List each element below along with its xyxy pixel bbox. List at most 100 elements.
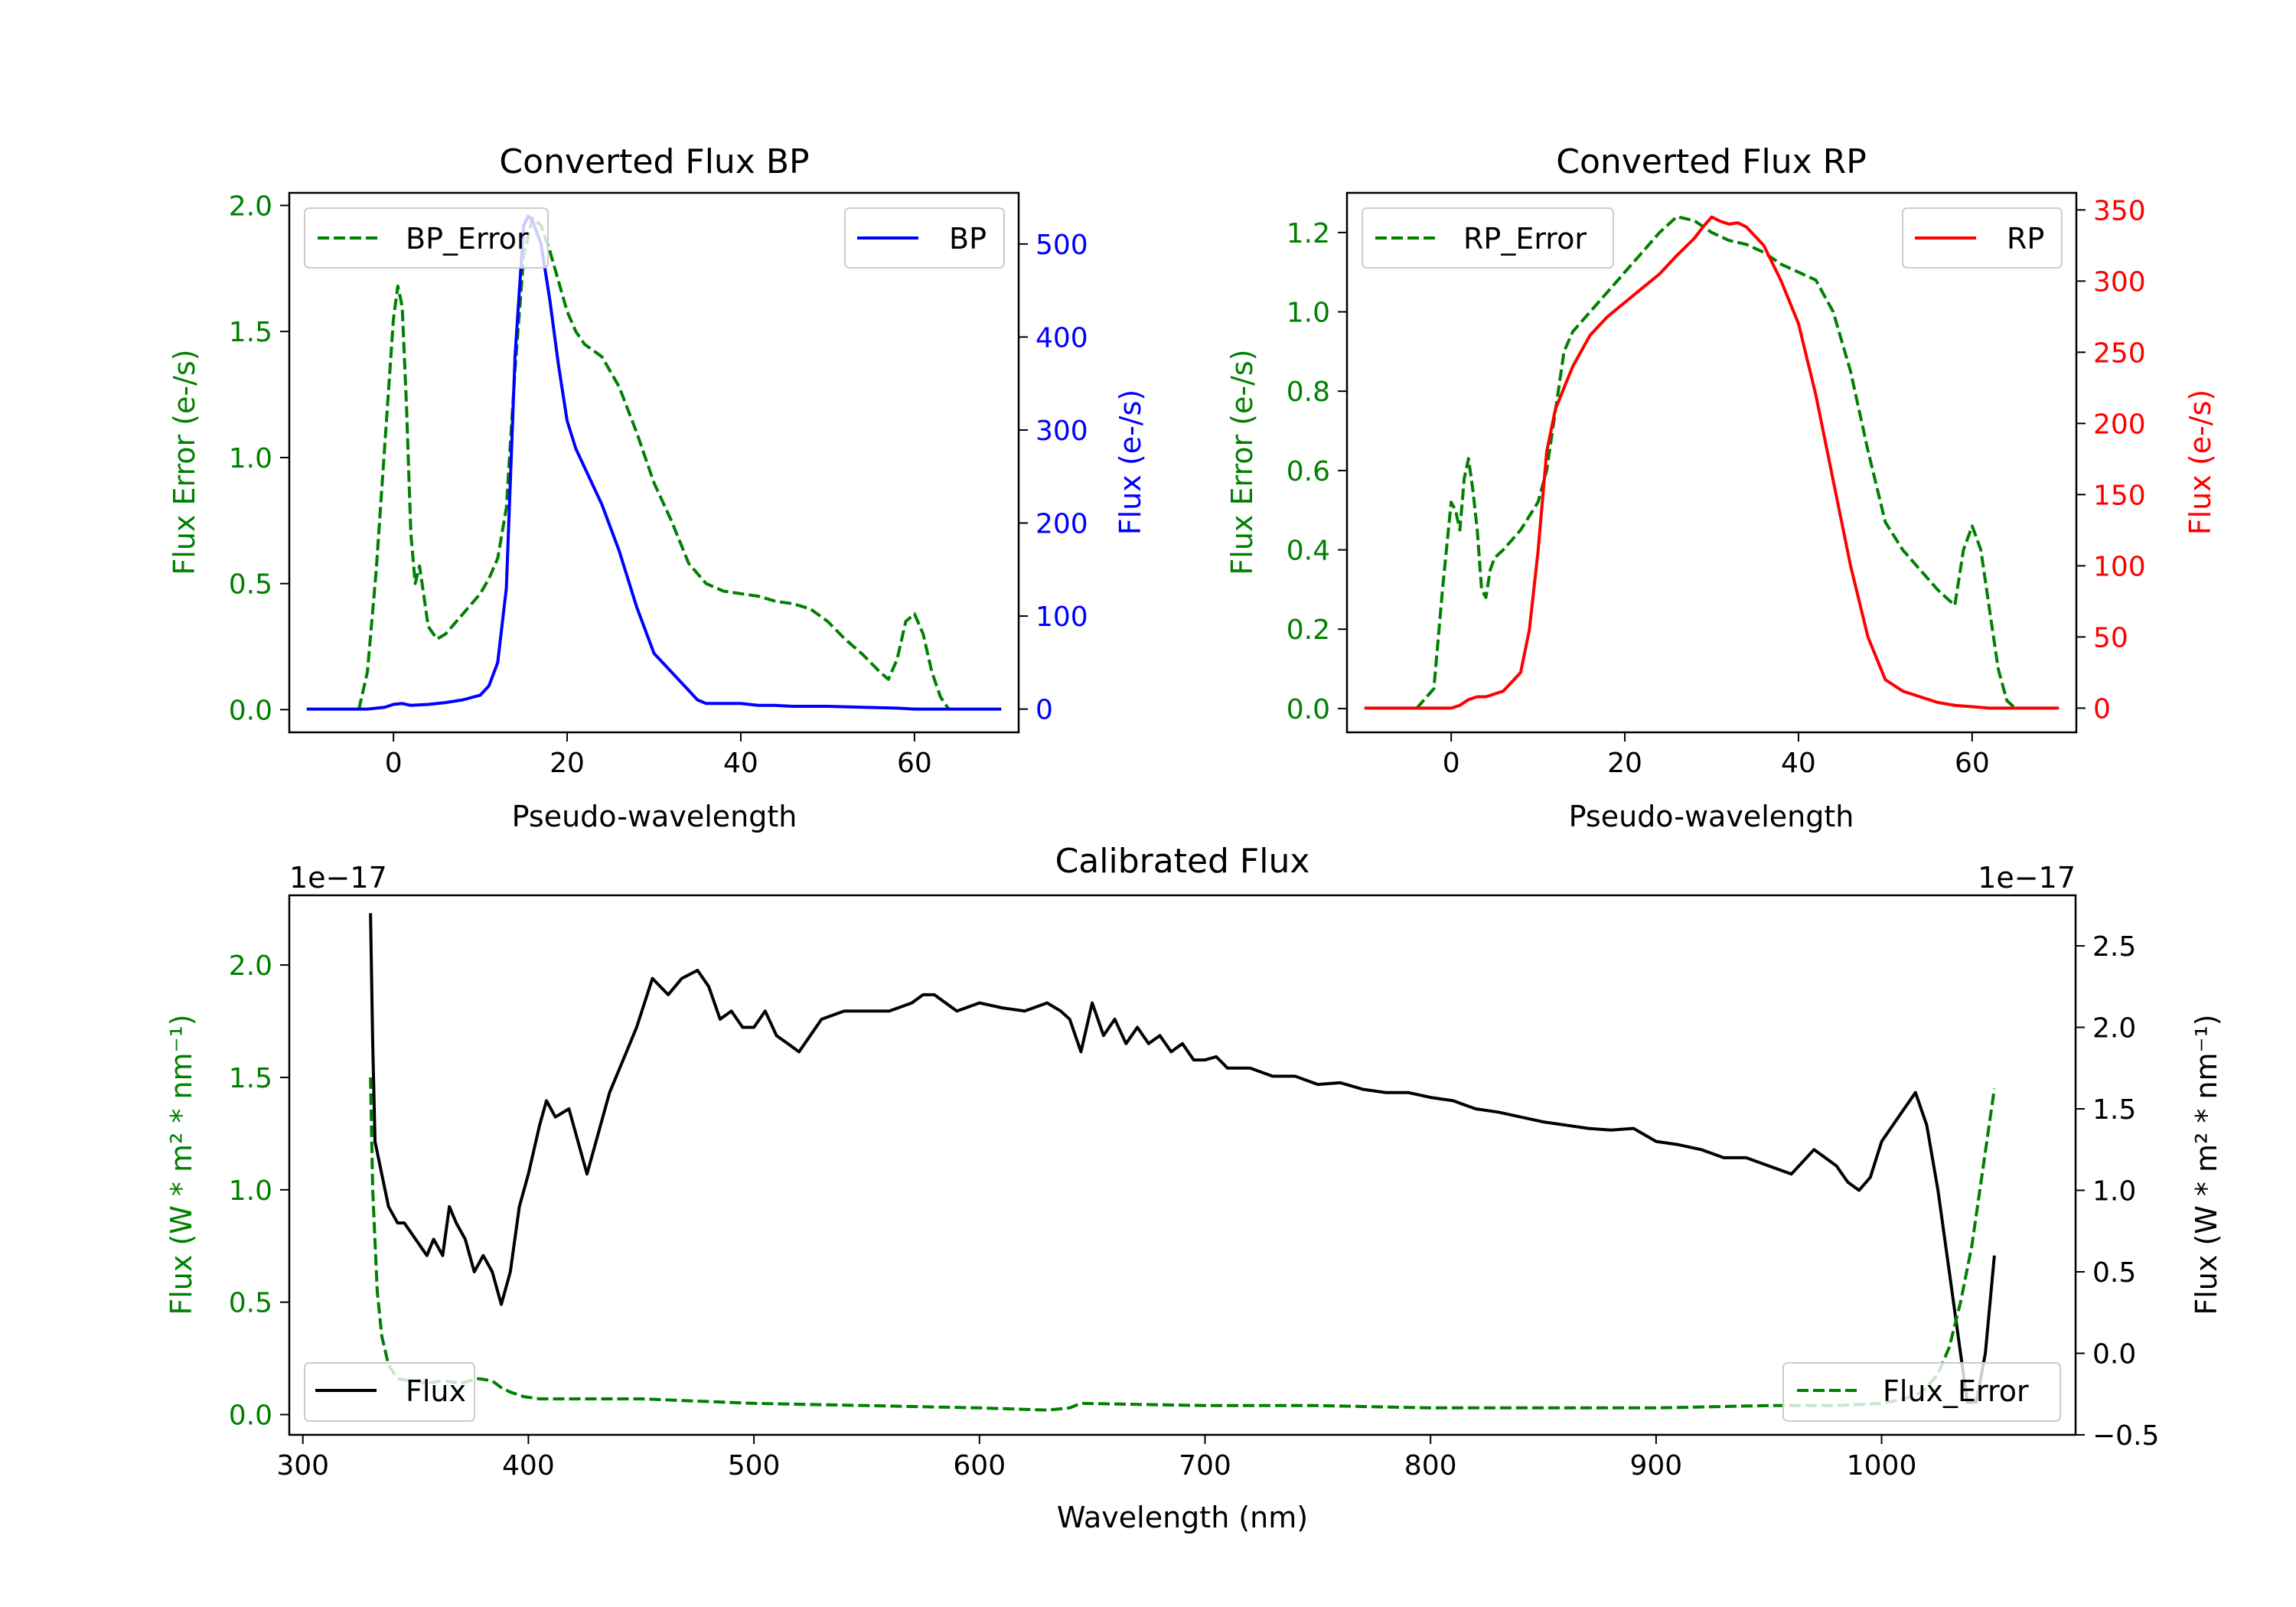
rp-y-axis-right: 0 50 100 150 200 250 300 350 [2076,195,2146,725]
cal-x-tick-label: 600 [953,1450,1006,1482]
bp-y-left-tick-label: 2.0 [229,191,272,222]
bp-y-left-tick-label: 1.0 [229,443,272,474]
rp-series-rp [1364,215,2060,710]
cal-y-right-tick-label: 1.0 [2092,1176,2136,1208]
cal-y-right-tick-label: 0.0 [2092,1339,2136,1371]
bp-legend-error-box [304,207,549,269]
rp-y-right-tick-label: 250 [2093,337,2146,369]
bp-legend-flux-label: BP [949,222,987,256]
cal-x-tick-label: 900 [1630,1450,1683,1482]
bp-x-tick-label: 20 [550,748,585,779]
bp-x-axis: 0 20 40 60 [385,732,932,779]
rp-series-rp-error [1415,215,2017,710]
rp-y-left-tick-label: 0.6 [1287,456,1330,487]
bp-series-bp [306,214,1002,711]
cal-y-left-tick-label: 0.5 [229,1288,272,1319]
bp-x-tick-label: 0 [385,748,403,779]
cal-axes-frame [288,894,2077,1436]
rp-y-right-tick-label: 200 [2093,409,2146,440]
bp-title: Converted Flux BP [499,142,809,181]
rp-x-label: Pseudo-wavelength [1569,800,1854,833]
rp-y-left-tick-label: 1.0 [1287,298,1330,329]
bp-y-label-right: Flux (e-/s) [1114,390,1147,535]
cal-y-axis-left: 0.0 0.5 1.0 1.5 2.0 [229,950,289,1432]
rp-y-left-tick-label: 0.4 [1287,536,1330,567]
rp-y-label-left: Flux Error (e-/s) [1225,349,1259,575]
cal-x-tick-label: 300 [276,1450,329,1482]
cal-legend-error: Flux_Error [1782,1362,2061,1422]
rp-x-tick-label: 40 [1781,748,1816,779]
rp-legend-flux: RP [1902,207,2063,269]
rp-y-axis-left: 0.0 0.2 0.4 0.6 0.8 1.0 1.2 [1287,218,1347,725]
bp-y-right-tick-label: 200 [1035,509,1088,540]
bp-x-tick-label: 60 [897,748,932,779]
cal-y-axis-right: −0.5 0.0 0.5 1.0 1.5 2.0 2.5 [2076,931,2159,1452]
cal-y-left-tick-label: 1.5 [229,1063,272,1094]
bp-series-bp-error [357,216,951,711]
rp-x-tick-label: 60 [1955,748,1990,779]
bp-y-left-tick-label: 1.5 [229,317,272,348]
cal-x-tick-label: 500 [728,1450,781,1482]
rp-y-left-tick-label: 0.8 [1287,376,1330,408]
rp-legend-flux-box [1902,207,2063,269]
bp-y-left-tick-label: 0.0 [229,695,272,726]
rp-legend-error-box [1362,207,1614,269]
bp-legend-error-label: BP_Error [406,222,529,256]
bp-y-axis-right: 0 100 200 300 400 500 [1019,230,1088,726]
bp-y-right-tick-label: 400 [1035,322,1088,354]
cal-x-label: Wavelength (nm) [1057,1501,1308,1534]
cal-x-tick-label: 1000 [1847,1450,1917,1482]
cal-legend-flux: Flux [304,1362,475,1422]
cal-offset-right: 1e−17 [1978,861,2076,895]
bp-y-left-tick-label: 0.5 [229,569,272,601]
bp-y-label-left: Flux Error (e-/s) [168,349,201,575]
rp-x-axis: 0 20 40 60 [1443,732,1990,779]
bp-x-label: Pseudo-wavelength [512,800,797,833]
rp-plot-area [1364,215,2060,710]
bp-y-right-tick-label: 100 [1035,601,1088,633]
rp-title: Converted Flux RP [1556,142,1867,181]
cal-y-right-tick-label: −0.5 [2092,1420,2159,1452]
cal-legend-flux-label: Flux [406,1374,466,1408]
rp-y-left-tick-label: 0.0 [1287,694,1330,725]
rp-x-tick-label: 20 [1607,748,1642,779]
cal-x-tick-label: 700 [1179,1450,1231,1482]
bp-legend-flux-box [844,207,1005,269]
rp-y-label-right: Flux (e-/s) [2183,390,2217,535]
cal-x-axis: 300 400 500 600 700 800 900 1000 [276,1435,1916,1482]
bp-plot-area [306,214,1002,711]
rp-y-right-tick-label: 50 [2093,622,2128,654]
rp-y-left-tick-label: 1.2 [1287,218,1330,249]
cal-y-right-tick-label: 0.5 [2092,1257,2136,1289]
cal-y-right-tick-label: 2.5 [2092,931,2136,963]
cal-y-left-tick-label: 0.0 [229,1400,272,1432]
panel-calibrated: Calibrated Flux 1e−17 1e−17 300 400 500 600… [165,842,2223,1534]
rp-y-right-tick-label: 150 [2093,480,2146,511]
rp-y-right-tick-label: 300 [2093,266,2146,298]
cal-y-right-tick-label: 2.0 [2092,1013,2136,1045]
cal-legend-error-box [1782,1362,2061,1422]
cal-y-left-tick-label: 2.0 [229,950,272,982]
cal-offset-left: 1e−17 [289,861,387,895]
cal-y-label-right: Flux (W * m² * nm⁻¹) [2190,1014,2223,1315]
rp-x-tick-label: 0 [1443,748,1460,779]
bp-x-tick-label: 40 [723,748,758,779]
rp-y-left-tick-label: 0.2 [1287,614,1330,646]
cal-y-left-tick-label: 1.0 [229,1175,272,1207]
panel-bp: Converted Flux BP 0 20 40 60 0.0 0.5 1.0 1.5 2.… [168,142,1147,833]
bp-legend-flux: BP [844,207,1005,269]
panel-rp: Converted Flux RP 0 20 40 60 0.00.20.40.60.… [1225,142,2217,833]
bp-y-right-tick-label: 0 [1035,695,1053,726]
cal-y-label-left: Flux (W * m² * nm⁻¹) [165,1014,198,1315]
rp-legend-error: RP_Error [1362,207,1614,269]
cal-legend-flux-box [304,1362,475,1422]
cal-legend-error-label: Flux_Error [1883,1374,2029,1408]
bp-y-right-tick-label: 300 [1035,416,1088,447]
cal-x-tick-label: 400 [502,1450,555,1482]
bp-y-axis-left: 0.0 0.5 1.0 1.5 2.0 [229,191,289,726]
bp-legend-error: BP_Error [304,207,549,269]
cal-title: Calibrated Flux [1055,842,1310,881]
cal-y-right-tick-label: 1.5 [2092,1094,2136,1126]
rp-y-right-tick-label: 100 [2093,551,2146,582]
